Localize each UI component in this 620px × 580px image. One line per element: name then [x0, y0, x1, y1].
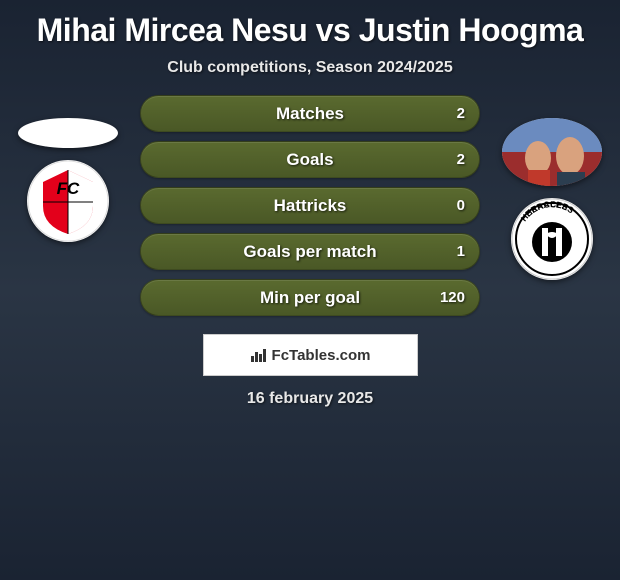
- stat-row: Hattricks 0: [140, 187, 480, 224]
- stat-right-value: 1: [457, 243, 465, 260]
- stat-row: Goals 2: [140, 141, 480, 178]
- right-club-badge: HERACLES HERACLES: [511, 198, 593, 280]
- stat-label: Matches: [276, 104, 344, 124]
- chart-bars-icon: [250, 347, 266, 363]
- stat-label: Min per goal: [260, 288, 360, 308]
- stat-right-value: 120: [440, 289, 465, 306]
- stat-label: Hattricks: [274, 196, 347, 216]
- svg-text:FC: FC: [57, 179, 80, 198]
- stat-row: Matches 2: [140, 95, 480, 132]
- footer-date: 16 february 2025: [0, 376, 620, 408]
- stat-label: Goals: [286, 150, 333, 170]
- utrecht-shield-icon: FC: [27, 160, 109, 242]
- brand-text: FcTables.com: [272, 347, 371, 364]
- right-player-stack: HERACLES HERACLES: [502, 118, 602, 280]
- stat-right-value: 0: [457, 197, 465, 214]
- player-photo-icon: [502, 118, 602, 186]
- page-title: Mihai Mircea Nesu vs Justin Hoogma: [0, 0, 620, 55]
- stat-row: Goals per match 1: [140, 233, 480, 270]
- stat-right-value: 2: [457, 105, 465, 122]
- left-club-badge: FC: [27, 160, 109, 242]
- left-player-stack: FC: [18, 118, 118, 242]
- stat-row: Min per goal 120: [140, 279, 480, 316]
- left-player-avatar: [18, 118, 118, 148]
- page-subtitle: Club competitions, Season 2024/2025: [0, 55, 620, 95]
- stat-right-value: 2: [457, 151, 465, 168]
- stat-label: Goals per match: [243, 242, 376, 262]
- brand-box[interactable]: FcTables.com: [203, 334, 418, 376]
- avatar-placeholder-icon: [18, 118, 118, 148]
- heracles-shield-icon: HERACLES HERACLES: [511, 198, 593, 280]
- right-player-avatar: [502, 118, 602, 186]
